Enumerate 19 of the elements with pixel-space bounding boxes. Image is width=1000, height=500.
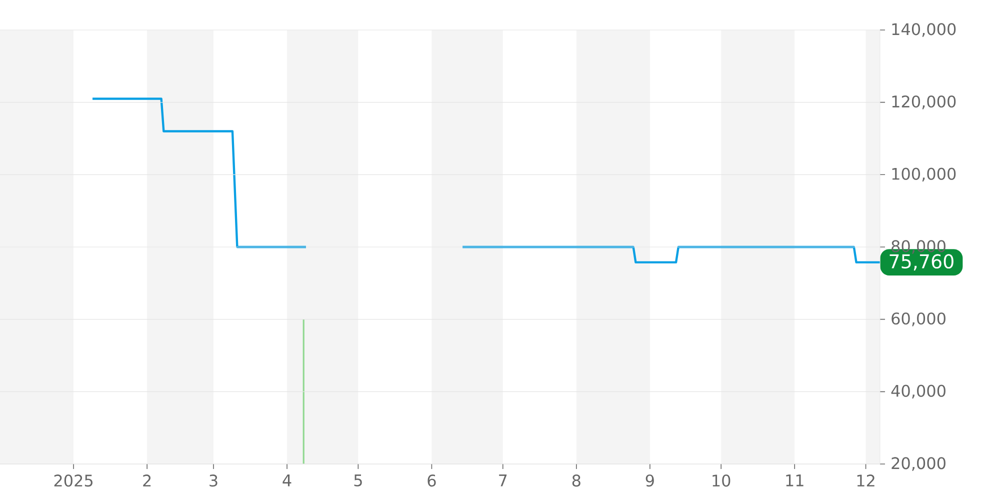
x-tick-label: 2 [143,474,151,486]
y-tick-label: 40,000 [891,384,946,399]
y-tick-label: 120,000 [892,95,956,110]
y-tick-label: 140,000 [892,23,956,37]
x-tick-label: 8 [572,474,580,487]
x-tick-label: 6 [428,474,436,487]
x-tick-label: 12 [857,474,874,486]
x-tick-label: 2025 [54,474,92,487]
x-tick-label: 9 [646,474,654,487]
x-tick-label: 3 [210,474,218,487]
x-tick-label: 4 [282,474,292,486]
x-tick-label: 5 [354,474,362,486]
y-tick-label: 20,000 [892,457,946,471]
x-tick-label: 10 [712,474,730,487]
annotation: 75,760 [890,254,954,270]
x-tick-label: 7 [499,474,507,486]
y-tick-label: 100,000 [892,168,956,182]
y-tick-label: 60,000 [892,312,946,326]
x-tick-label: 11 [786,474,804,486]
